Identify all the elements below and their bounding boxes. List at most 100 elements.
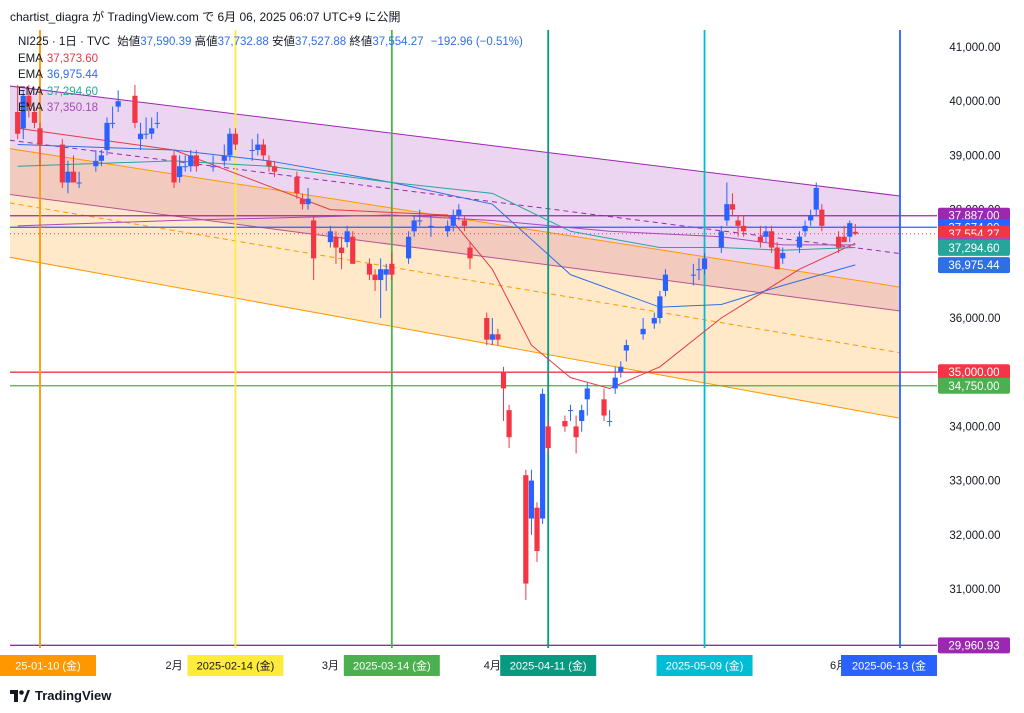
candle-body (143, 133, 149, 135)
candle-body (489, 334, 495, 340)
candle-body (389, 263, 395, 275)
candle-body (802, 225, 808, 232)
date-tag-label: 2025-02-14 (金) (197, 659, 275, 673)
candle-body (618, 366, 624, 373)
candle-body (579, 410, 585, 421)
candle (31, 106, 38, 129)
ema-value: 37,294.60 (46, 85, 99, 98)
open-value: 37,590.39 (140, 36, 192, 48)
candle-body (819, 209, 825, 226)
channel-orange-mid (10, 202, 901, 354)
ohlc-row: NI225 · 1日 · TVC 始値37,590.39 高値37,732.88… (18, 34, 523, 51)
candle (741, 215, 747, 237)
candle-body (584, 388, 590, 400)
candle (221, 144, 227, 167)
candle (70, 155, 77, 183)
candle-body (383, 269, 389, 275)
low-value: 37,527.88 (294, 36, 347, 48)
candle-body (852, 231, 858, 234)
ema-value: 37,350.18 (46, 102, 99, 114)
ema-row-2[interactable]: EMA 36,975.44 (18, 67, 523, 84)
ema-row-1[interactable]: EMA 37,373.60 (18, 51, 523, 68)
candle (294, 171, 300, 199)
candle-body (428, 225, 434, 227)
candle (98, 149, 105, 167)
candle (193, 149, 199, 172)
tradingview-logo[interactable]: TradingView (10, 688, 111, 703)
candle (171, 149, 177, 188)
y-tick-label: 32,000.00 (949, 530, 1000, 542)
chart-legend: NI225 · 1日 · TVC 始値37,590.39 高値37,732.88… (18, 34, 523, 117)
candle-body (735, 220, 741, 226)
close-value: 37,554.27 (372, 36, 424, 48)
date-tag-label: 2025-03-14 (金) (353, 659, 431, 673)
candle-body (495, 334, 501, 340)
candle (182, 155, 188, 172)
candle-body (701, 258, 708, 270)
candle-body (796, 236, 803, 248)
ema-row-3[interactable]: EMA 37,294.60 (18, 84, 523, 101)
price-tag-label: 37,294.60 (948, 243, 999, 255)
candle-body (690, 274, 696, 276)
candle-body (327, 231, 333, 243)
candle-body (109, 122, 116, 124)
open-label: 始値 (117, 36, 141, 48)
y-tick-label: 31,000.00 (949, 584, 1000, 596)
candle (696, 258, 702, 281)
candle-body (500, 372, 507, 389)
candle (545, 420, 551, 454)
x-month-label: 4月 (484, 660, 501, 672)
candle-body (366, 263, 373, 275)
author-name[interactable]: chartist_diagra (10, 10, 89, 24)
ema-line (17, 160, 856, 251)
candle-body (104, 122, 110, 150)
candle (389, 252, 395, 281)
candle-body (232, 133, 239, 145)
candle (149, 117, 155, 140)
y-tick-label: 33,000.00 (949, 476, 1000, 488)
candle (266, 155, 272, 172)
candle-body (20, 95, 26, 129)
candle-body (271, 166, 278, 172)
candle (327, 225, 333, 248)
candle-body (333, 236, 339, 248)
candle (20, 90, 26, 140)
candle (813, 182, 819, 216)
candle-body (780, 252, 786, 259)
candle-body (249, 149, 255, 151)
candle (137, 122, 144, 150)
candle-body (696, 269, 702, 271)
candle (757, 225, 763, 248)
candle-body (768, 231, 775, 248)
price-tag (938, 364, 1010, 381)
candle-body (350, 236, 356, 264)
candle (573, 415, 579, 454)
high-value: 37,732.88 (217, 36, 269, 48)
candle (768, 225, 775, 253)
candle-body (193, 155, 199, 167)
candle (841, 225, 847, 243)
candle (528, 469, 535, 535)
symbol-label[interactable]: NI225 · 1日 · TVC (18, 36, 111, 48)
ema-label: EMA (18, 102, 43, 114)
ema-line (17, 144, 856, 308)
publish-info: が TradingView.com で 6月 06, 2025 06:07 UT… (92, 10, 401, 24)
candle-body (378, 269, 384, 281)
candle (802, 220, 808, 237)
candle-body (573, 426, 579, 438)
candle-body (467, 247, 473, 259)
candle-body (149, 128, 155, 134)
candle (729, 193, 736, 216)
candle-body (808, 215, 814, 221)
candle-body (37, 128, 43, 145)
candle (299, 193, 306, 210)
candle (428, 215, 434, 237)
ema-row-4[interactable]: EMA 37,350.18 (18, 100, 523, 117)
candle-body (662, 274, 669, 291)
candle-body (411, 220, 417, 232)
candle-body (210, 166, 216, 168)
ema-value: 36,975.44 (46, 69, 99, 81)
date-tag-label: 2025-04-11 (金) (510, 659, 587, 673)
candle-body (847, 223, 853, 237)
